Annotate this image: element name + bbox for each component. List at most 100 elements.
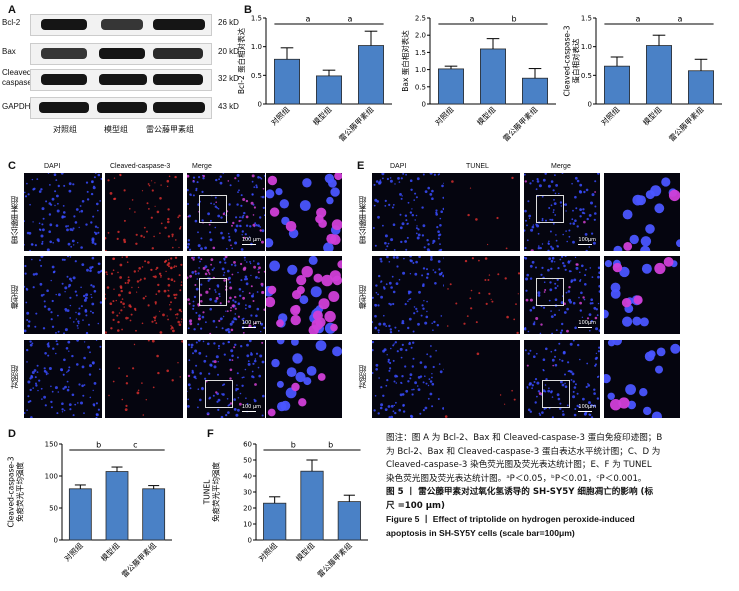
panel-d-chart: Cleaved-caspase-3 免疫荧光平均强度 0 50 100 150 对照组 模型组… <box>7 441 172 579</box>
blot-kda-gapdh: 43 kD <box>218 102 239 111</box>
bar <box>604 65 631 105</box>
merge-image: 100μm <box>524 256 600 334</box>
zoomed-merge-image <box>266 173 342 251</box>
bar <box>522 77 549 105</box>
figure-caption: 图注：图 A 为 Bcl-2、Bax 和 Cleaved-caspase-3 蛋… <box>386 432 736 540</box>
x-tick-label: 雷公藤甲素组 <box>337 104 376 143</box>
c-col-dapi: DAPI <box>44 163 61 170</box>
y-tick-label: 0.5 <box>251 72 262 80</box>
caption-title-en: Figure 5 丨 Effect of triptolide on hydro… <box>386 514 635 524</box>
c-col-merge: Merge <box>192 163 212 170</box>
y-tick-label: 1.5 <box>251 15 262 23</box>
y-tick-label: 2.0 <box>415 32 426 40</box>
y-tick-label: 60 <box>243 441 252 449</box>
dapi-image <box>24 256 102 334</box>
blot-label-cleaved-caspase3: Cleaved- caspase-3 <box>2 68 39 87</box>
y-tick-label: 1.0 <box>581 43 592 51</box>
e-col-merge: Merge <box>551 163 571 170</box>
y-tick-label: 100 <box>45 473 58 481</box>
x-tick-label: 雷公藤甲素组 <box>119 540 158 579</box>
y-tick-label: 0 <box>588 101 592 109</box>
significance-label: a <box>636 15 641 24</box>
panel-e-label: E <box>357 160 365 172</box>
blot-row-cleaved-caspase3 <box>30 69 212 91</box>
significance-label: b <box>328 441 333 450</box>
blot-label-gapdh: GAPDH <box>2 102 31 111</box>
zoom-region-box <box>536 278 564 306</box>
scale-bar: 100μm <box>578 237 596 245</box>
x-tick-label: 雷公藤甲素组 <box>501 104 540 143</box>
scale-bar: 100μm <box>578 320 596 328</box>
significance-label: a <box>678 15 683 24</box>
y-axis-label: Cleaved-caspase-3 <box>563 25 572 96</box>
significance-label: a <box>306 15 311 24</box>
caption-note-line: 染色荧光图及荧光表达统计图。ᵃP＜0.05，ᵇP＜0.01，ᶜP＜0.001。 <box>386 473 647 484</box>
y-axis-label: Bcl-2 蛋白相对表达 <box>236 27 246 94</box>
merge-image: 100μm <box>524 173 600 251</box>
y-tick-label: 1.0 <box>251 43 262 51</box>
bar <box>438 68 465 105</box>
e-row-triptolide: 雷公藤甲素组 <box>358 196 367 244</box>
y-tick-label: 0.5 <box>415 83 426 91</box>
y-axis-label: TUNEL <box>203 479 212 505</box>
significance-label: b <box>96 441 101 450</box>
x-tick-label: 对照组 <box>268 104 291 127</box>
marker-image <box>105 256 183 334</box>
x-tick-label: 模型组 <box>310 104 333 127</box>
marker-image <box>444 256 520 334</box>
dapi-image <box>372 340 448 418</box>
c-col-cleaved: Cleaved-caspase-3 <box>110 163 171 170</box>
y-tick-label: 1.5 <box>415 49 426 57</box>
zoom-region-box <box>205 380 233 408</box>
x-tick-label: 模型组 <box>474 104 497 127</box>
marker-image <box>444 173 520 251</box>
blot-label-bax: Bax <box>2 47 16 56</box>
blot-row-bax <box>30 43 212 65</box>
significance-label: b <box>291 441 296 450</box>
y-tick-label: 40 <box>243 473 252 481</box>
bar <box>68 488 92 541</box>
bar <box>480 48 507 105</box>
marker-image <box>444 340 520 418</box>
chart-bax: Bax 蛋白相对表达 0 0.5 1.0 1.5 2.0 2.5 对照组 模型组 雷公藤甲素组 a b <box>400 15 556 143</box>
x-tick-label: 模型组 <box>640 104 663 127</box>
zoomed-merge-image <box>266 340 342 418</box>
panel-f-label: F <box>207 428 214 440</box>
e-row-control: 对照组 <box>358 365 367 389</box>
x-tick-label: 对照组 <box>432 104 455 127</box>
y-tick-label: 0 <box>422 101 426 109</box>
panel-a-label: A <box>8 4 16 16</box>
y-tick-label: 0.5 <box>581 72 592 80</box>
bar <box>263 502 287 541</box>
zoom-region-box <box>199 278 227 306</box>
bar <box>646 45 673 105</box>
blot-group-triptolide: 雷公藤甲素组 <box>146 125 194 134</box>
significance-label: c <box>133 441 137 450</box>
blot-kda-bcl2: 26 kD <box>218 18 239 27</box>
panel-c-label: C <box>8 160 16 172</box>
scale-bar: 100μm <box>578 404 596 412</box>
chart-bcl2: Bcl-2 蛋白相对表达 0 0.5 1.0 1.5 对照组 模型组 雷公藤甲素组 a a <box>236 15 392 143</box>
caption-note-line: 图注：图 A 为 Bcl-2、Bax 和 Cleaved-caspase-3 蛋… <box>386 433 663 443</box>
bar <box>300 470 324 541</box>
zoom-region-box <box>536 195 564 223</box>
x-tick-label: 对照组 <box>256 540 279 563</box>
zoomed-merge-image <box>266 256 342 334</box>
x-tick-label: 对照组 <box>62 540 85 563</box>
panel-f-chart: TUNEL 免疫荧光平均强度 0 10 20 30 40 50 60 对照组 模型组 雷公藤甲素组 b b <box>203 441 368 579</box>
dapi-image <box>372 173 448 251</box>
c-row-control: 对照组 <box>10 365 19 389</box>
bar <box>105 471 129 541</box>
x-tick-label: 对照组 <box>598 104 621 127</box>
marker-image <box>105 173 183 251</box>
panel-b-label: B <box>244 4 252 16</box>
caption-note-line: Cleaved-caspase-3 染色荧光图及荧光表达统计图；E、F 为 TU… <box>386 460 652 470</box>
significance-label: a <box>470 15 475 24</box>
y-tick-label: 0 <box>258 101 262 109</box>
merge-image: 100 μm <box>187 173 265 251</box>
y-tick-label: 2.5 <box>415 15 426 23</box>
merge-image: 100 μm <box>187 256 265 334</box>
e-col-tunel: TUNEL <box>466 163 489 170</box>
caption-title-cn: 尺 =100 μm) <box>386 500 445 511</box>
y-axis-label: 免疫荧光平均强度 <box>211 462 221 522</box>
